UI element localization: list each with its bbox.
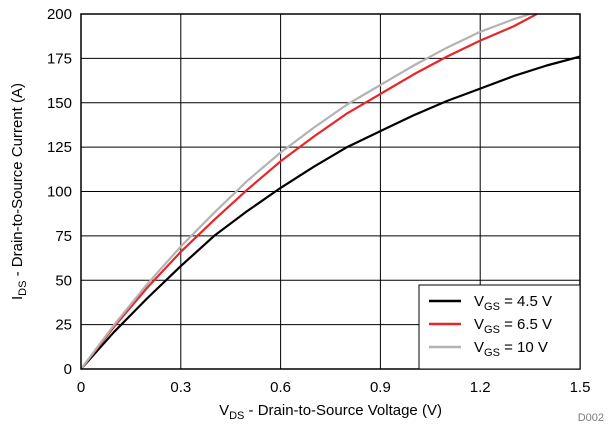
y-tick-label: 125 bbox=[47, 139, 72, 156]
y-tick-label: 175 bbox=[47, 50, 72, 67]
figure-id: D002 bbox=[578, 412, 604, 424]
x-tick-label: 1.5 bbox=[570, 379, 591, 396]
grid-lines bbox=[81, 14, 580, 369]
y-tick-label: 100 bbox=[47, 184, 72, 201]
y-tick-label: 75 bbox=[55, 228, 72, 245]
series-line-1 bbox=[81, 14, 538, 369]
y-tick-label: 25 bbox=[55, 317, 72, 334]
x-tick-label: 0 bbox=[77, 379, 85, 396]
series-line-0 bbox=[81, 55, 580, 369]
legend-entry-vgs-6-5: VGS = 6.5 V bbox=[429, 316, 552, 336]
x-tick-label: 0.6 bbox=[270, 379, 291, 396]
x-tick-label: 0.9 bbox=[370, 379, 391, 396]
legend-label-vgs-6-5: VGS = 6.5 V bbox=[474, 316, 552, 336]
legend-box bbox=[418, 284, 581, 370]
y-tick-label: 0 bbox=[64, 361, 72, 378]
y-tick-label: 150 bbox=[47, 95, 72, 112]
x-tick-label: 1.2 bbox=[470, 379, 491, 396]
legend-label-vgs-10: VGS = 10 V bbox=[474, 339, 548, 359]
x-tick-label: 0.3 bbox=[170, 379, 191, 396]
legend-entry-vgs-4-5: VGS = 4.5 V bbox=[429, 293, 552, 313]
y-tick-label: 50 bbox=[55, 272, 72, 289]
series-lines bbox=[81, 14, 580, 369]
x-axis-label: VDS - Drain-to-Source Voltage (V) bbox=[219, 402, 442, 422]
x-axis-ticks: 0 0.3 0.6 0.9 1.2 1.5 bbox=[77, 379, 591, 396]
legend-entry-vgs-10: VGS = 10 V bbox=[429, 339, 548, 359]
legend: VGS = 4.5 V VGS = 6.5 V VGS = 10 V bbox=[418, 284, 581, 370]
plot-frame bbox=[80, 13, 581, 370]
legend-label-vgs-4-5: VGS = 4.5 V bbox=[474, 293, 552, 313]
series-line-2 bbox=[81, 14, 532, 369]
y-axis-label: IDS - Drain-to-Source Current (A) bbox=[9, 83, 29, 300]
y-axis-ticks: 0 25 50 75 100 125 150 175 200 bbox=[47, 6, 72, 378]
y-tick-label: 200 bbox=[47, 6, 72, 23]
